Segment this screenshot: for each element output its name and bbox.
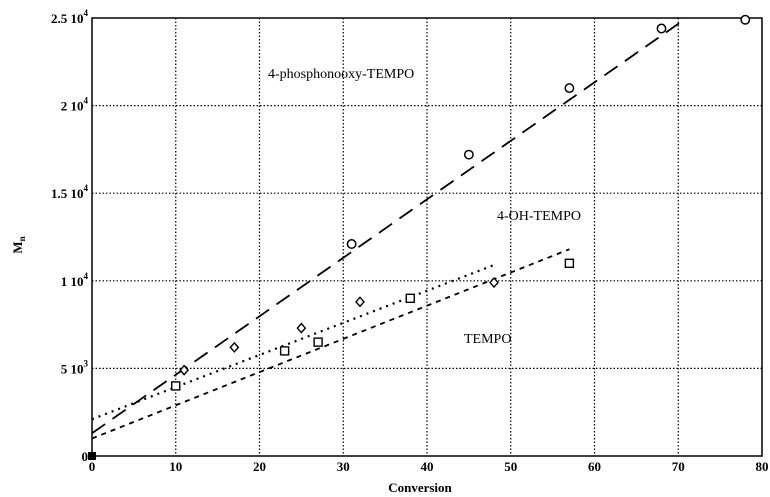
fit-lines [91,17,688,440]
y-tick-labels: 0 5 103 1 104 1.5 104 2 104 2.5 104 [51,8,89,464]
annotation-phosphonooxy-tempo: 4-phosphonooxy-TEMPO [268,67,414,82]
data-point-series-0 [656,23,667,34]
data-point-series-1 [296,322,307,334]
data-point-series-0 [564,83,575,94]
plot-frame [91,17,763,457]
y-axis-title-sub: n [17,236,27,241]
x-tick-label: 20 [253,459,266,474]
x-tick-label: 50 [504,459,517,474]
y-tick-label: 2 104 [61,96,89,114]
x-tick-label: 60 [588,459,601,474]
y-tick-label: 0 [82,449,89,464]
x-tick-label: 30 [337,459,350,474]
data-point-series-2 [88,452,96,460]
data-point-series-1 [489,276,499,289]
data-point-series-0 [463,149,474,160]
x-tick-label: 10 [169,459,182,474]
y-axis-title: Mn [10,236,27,253]
x-tick-label: 0 [89,459,96,474]
data-point-series-0 [346,239,357,249]
data-markers [88,14,751,460]
x-tick-label: 70 [672,459,685,474]
y-axis-title-main: M [10,241,25,253]
data-point-series-1 [355,296,365,308]
data-point-series-2 [564,258,575,268]
data-point-series-0 [740,14,751,25]
y-tick-label: 5 103 [61,358,89,376]
x-tick-label: 80 [756,459,769,474]
data-point-series-2 [313,337,323,347]
x-axis-title: Conversion [388,480,452,495]
x-tick-label: 40 [421,459,434,474]
data-point-series-2 [171,381,181,391]
annotation-oh-tempo: 4-OH-TEMPO [497,209,581,224]
data-point-series-2 [279,346,290,356]
grid-lines [92,18,762,456]
y-tick-label: 2.5 104 [51,8,89,26]
data-point-series-1 [229,341,240,353]
data-point-series-2 [405,293,415,304]
annotation-tempo: TEMPO [464,332,511,347]
y-tick-label: 1 104 [61,271,89,289]
fit-line-series-0 [91,17,688,434]
x-tick-labels: 0 10 20 30 40 50 60 70 80 [89,459,769,474]
data-point-series-1 [179,364,190,376]
fit-line-series-1 [91,264,495,421]
y-tick-label: 1.5 104 [51,183,89,201]
